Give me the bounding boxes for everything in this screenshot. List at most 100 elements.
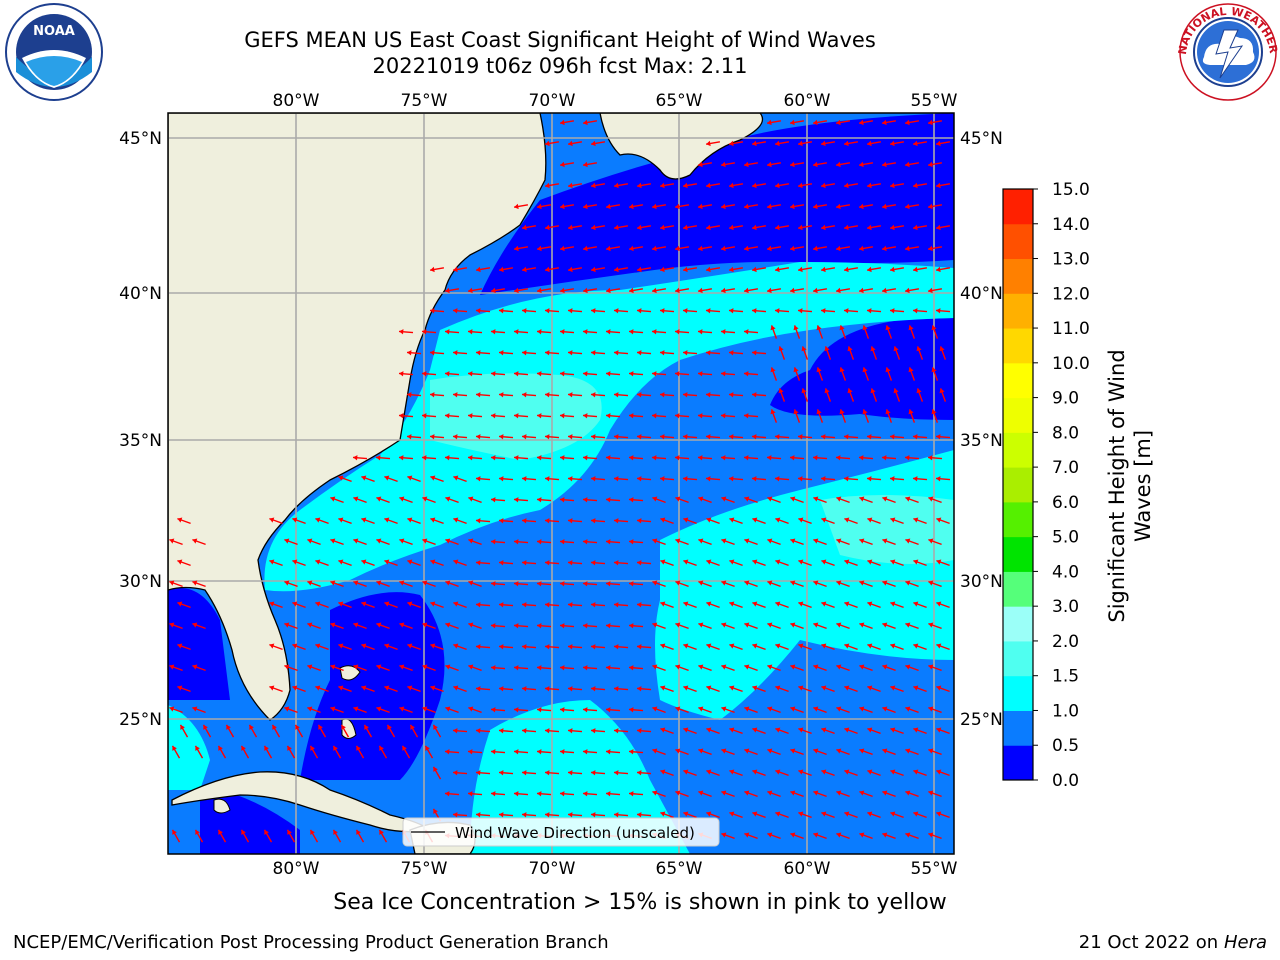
wind-arrow-head xyxy=(721,664,727,670)
wind-arrow-head xyxy=(453,308,458,314)
wind-arrow-head xyxy=(882,706,888,712)
wind-arrow-head xyxy=(583,455,588,461)
wind-arrow-head xyxy=(476,266,481,273)
wind-arrow-head xyxy=(867,559,873,565)
wind-arrow-head xyxy=(721,455,726,461)
wind-arrow-head xyxy=(491,707,496,713)
wind-arrow-head xyxy=(422,371,427,377)
wind-arrow-head xyxy=(445,413,450,419)
wind-arrow-head xyxy=(721,832,727,838)
wind-arrow-head xyxy=(890,643,896,649)
wind-arrow-head xyxy=(660,517,666,523)
wind-arrow-head xyxy=(545,182,550,189)
wind-arrow-head xyxy=(591,182,596,189)
wind-arrow-head xyxy=(744,790,750,796)
wind-arrow-head xyxy=(706,140,711,147)
wind-arrow-head xyxy=(453,559,459,565)
wind-arrow-head xyxy=(353,455,358,461)
wind-arrow-head xyxy=(859,496,865,502)
colorbar-segment xyxy=(1003,745,1033,781)
wind-arrow-head xyxy=(338,559,344,565)
wind-arrow-head xyxy=(767,287,772,294)
wind-arrow-head xyxy=(514,707,519,713)
wind-arrow-head xyxy=(752,224,757,231)
wind-arrow-head xyxy=(867,643,873,649)
colorbar-segment xyxy=(1003,467,1033,503)
colorbar-label-line2: Waves [m] xyxy=(1131,430,1155,542)
colorbar-segment xyxy=(1003,640,1033,677)
wind-arrow-head xyxy=(721,329,726,335)
wind-arrow-head xyxy=(422,664,428,670)
lat-tick-right-30: 30°N xyxy=(960,572,1003,592)
lat-tick-left-25: 25°N xyxy=(119,710,162,730)
wind-arrow-head xyxy=(284,580,290,586)
wind-arrow-head xyxy=(453,685,459,691)
wind-arrow-head xyxy=(928,664,934,670)
wind-arrow-head xyxy=(499,308,504,314)
wind-arrow-head xyxy=(867,517,873,523)
wind-arrow-head xyxy=(537,329,542,335)
wind-arrow-head xyxy=(882,664,888,670)
wind-arrow-head xyxy=(752,392,757,398)
wind-arrow-head xyxy=(568,182,573,189)
wind-arrow-head xyxy=(353,664,359,670)
colorbar-tick-label: 15.0 xyxy=(1052,180,1090,200)
wind-arrow-head xyxy=(591,728,596,734)
lat-tick-right-45: 45°N xyxy=(960,129,1003,149)
wind-arrow-head xyxy=(928,496,934,502)
wind-arrow-head xyxy=(675,748,681,754)
wind-arrow-head xyxy=(859,203,864,210)
wind-arrow-head xyxy=(560,791,565,797)
wind-arrow-head xyxy=(514,203,519,210)
wind-arrow-head xyxy=(583,329,588,335)
wind-arrow-head xyxy=(384,517,390,523)
wind-arrow-head xyxy=(683,434,688,440)
wind-arrow-head xyxy=(698,161,703,168)
wind-arrow-head xyxy=(522,308,527,314)
wind-arrow-head xyxy=(606,203,611,210)
wind-arrow-head xyxy=(264,745,269,751)
credit-text: NCEP/EMC/Verification Post Processing Pr… xyxy=(13,932,609,953)
wind-arrow-head xyxy=(721,413,726,419)
wind-arrow-head xyxy=(315,601,321,607)
wind-arrow-head xyxy=(813,664,819,670)
wind-arrow-head xyxy=(637,308,642,314)
wind-arrow-head xyxy=(752,685,758,691)
wind-arrow-head xyxy=(744,161,749,168)
wind-arrow-head xyxy=(499,476,504,482)
wind-arrow-head xyxy=(890,434,895,440)
noaa-logo-text: NOAA xyxy=(33,24,75,39)
colorbar-segment xyxy=(1003,536,1033,572)
wind-arrow-head xyxy=(913,182,918,189)
wind-arrow-head xyxy=(629,665,634,671)
wind-arrow-head xyxy=(376,622,382,628)
lat-tick-left-40: 40°N xyxy=(119,284,162,304)
wind-arrow-head xyxy=(798,266,803,273)
lon-tick-top-65: 65°W xyxy=(656,91,703,111)
legend-entry-text: Wind Wave Direction (unscaled) xyxy=(455,824,695,842)
wind-arrow-head xyxy=(816,367,822,373)
wind-arrow-head xyxy=(330,622,336,628)
wind-arrow-head xyxy=(568,770,573,776)
wind-arrow-head xyxy=(583,539,588,545)
wind-arrow-head xyxy=(729,434,734,440)
wind-arrow-head xyxy=(798,811,804,817)
wind-arrow-head xyxy=(767,622,773,628)
wind-arrow-head xyxy=(307,664,313,670)
wind-arrow-head xyxy=(353,580,359,586)
wind-arrow-head xyxy=(545,770,550,776)
wind-arrow-head xyxy=(905,580,911,586)
wind-arrow-head xyxy=(545,350,550,356)
wind-arrow-head xyxy=(499,686,504,692)
wind-arrow-head xyxy=(652,748,658,754)
wind-arrow-head xyxy=(637,224,642,231)
wind-arrow-head xyxy=(476,392,481,398)
wind-arrow-head xyxy=(545,728,550,734)
wind-arrow-head xyxy=(801,346,807,352)
wind-arrow-head xyxy=(867,476,872,482)
wind-arrow-head xyxy=(936,559,942,565)
wind-arrow-head xyxy=(698,329,703,335)
wind-arrow-head xyxy=(936,685,942,691)
wind-arrow-head xyxy=(859,161,864,168)
wind-arrow-head xyxy=(660,224,665,231)
